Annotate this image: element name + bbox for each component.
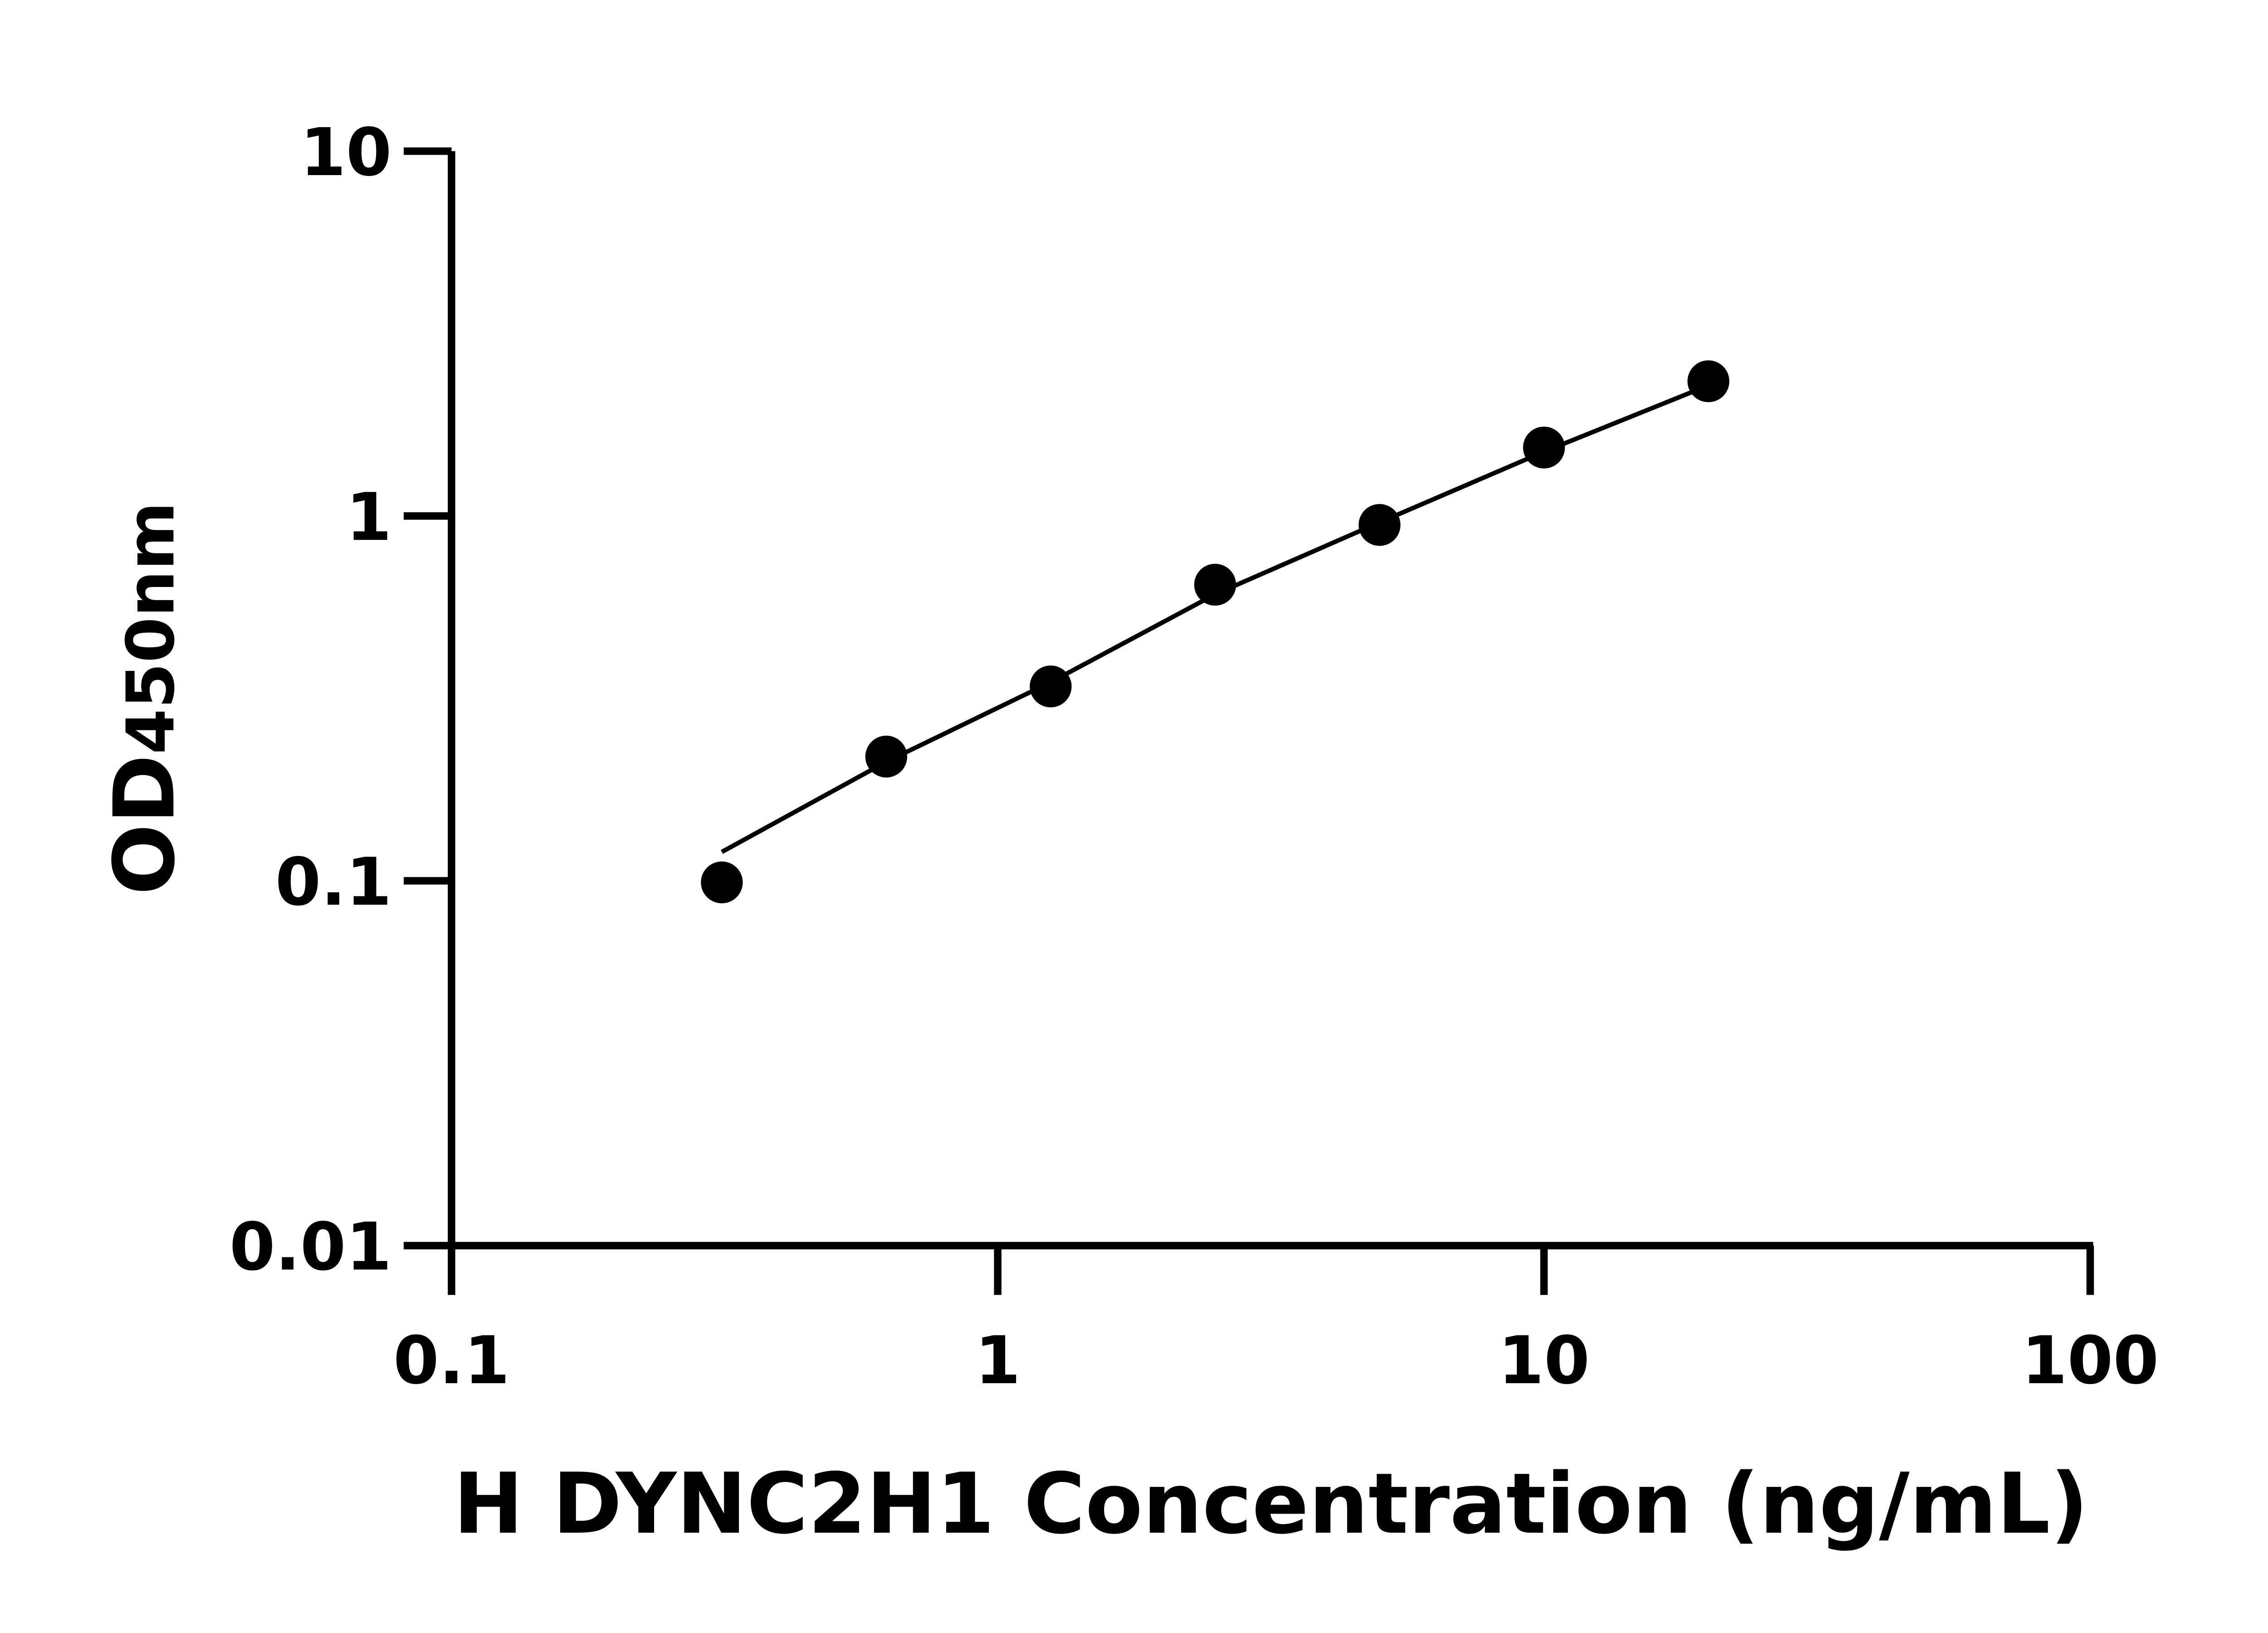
- y-axis-label: OD450nm: [96, 502, 193, 895]
- x-axis-label: H DYNC2H1 Concentration (ng/mL): [453, 1455, 2088, 1553]
- y-axis-label-main: OD: [96, 754, 193, 895]
- x-tick-label: 1: [975, 1322, 1021, 1399]
- y-tick-label: 0.01: [230, 1209, 392, 1286]
- x-tick-label: 10: [1498, 1322, 1590, 1399]
- data-point: [1359, 504, 1401, 546]
- y-tick-label: 10: [300, 114, 392, 191]
- data-points: [701, 360, 1730, 904]
- x-tick-label: 0.1: [393, 1322, 510, 1399]
- data-point: [1030, 665, 1072, 708]
- y-tick-label: 1: [346, 479, 392, 556]
- data-point: [1687, 360, 1730, 402]
- data-point: [1523, 426, 1565, 469]
- axes: [448, 151, 2093, 1250]
- data-point: [865, 735, 907, 778]
- x-tick-label: 100: [2022, 1322, 2159, 1399]
- data-point: [701, 861, 743, 904]
- y-axis-label-sub: 450nm: [112, 502, 189, 754]
- data-point: [1194, 563, 1236, 606]
- y-tick-label: 0.1: [275, 844, 392, 920]
